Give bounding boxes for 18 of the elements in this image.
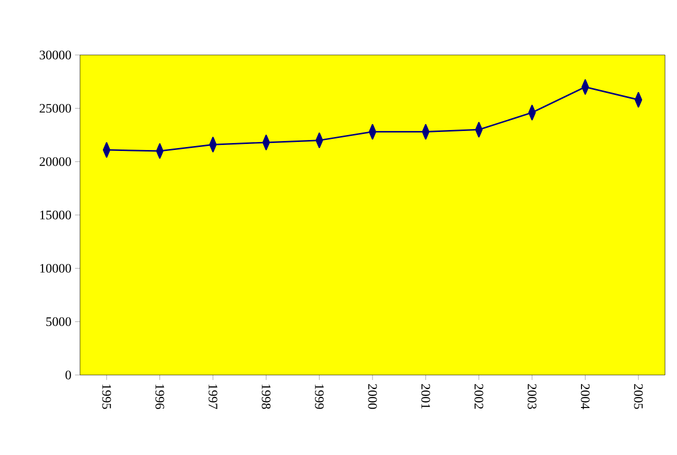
y-tick-label: 30000 <box>40 50 71 60</box>
x-tick-label: 1995 <box>102 384 111 409</box>
x-tick-label: 2000 <box>368 384 377 409</box>
x-tick-label: 2004 <box>580 384 590 410</box>
y-tick-label: 5000 <box>46 317 71 326</box>
x-tick-label: 1997 <box>208 384 218 410</box>
x-tick-label: 2005 <box>634 384 643 409</box>
y-tick-label: 20000 <box>40 157 71 166</box>
x-tick-label: 1998 <box>262 384 271 409</box>
y-tick-label: 10000 <box>40 264 71 273</box>
x-tick-label: 1996 <box>155 384 164 410</box>
x-tick-label: 2002 <box>474 384 484 409</box>
x-tick-label: 2001 <box>421 384 430 409</box>
y-tick-label: 15000 <box>40 210 71 220</box>
x-tick-label: 2003 <box>528 384 536 409</box>
y-tick-label: 25000 <box>40 104 71 113</box>
y-tick-label: 0 <box>66 370 71 380</box>
x-tick-label: 1999 <box>314 384 324 409</box>
